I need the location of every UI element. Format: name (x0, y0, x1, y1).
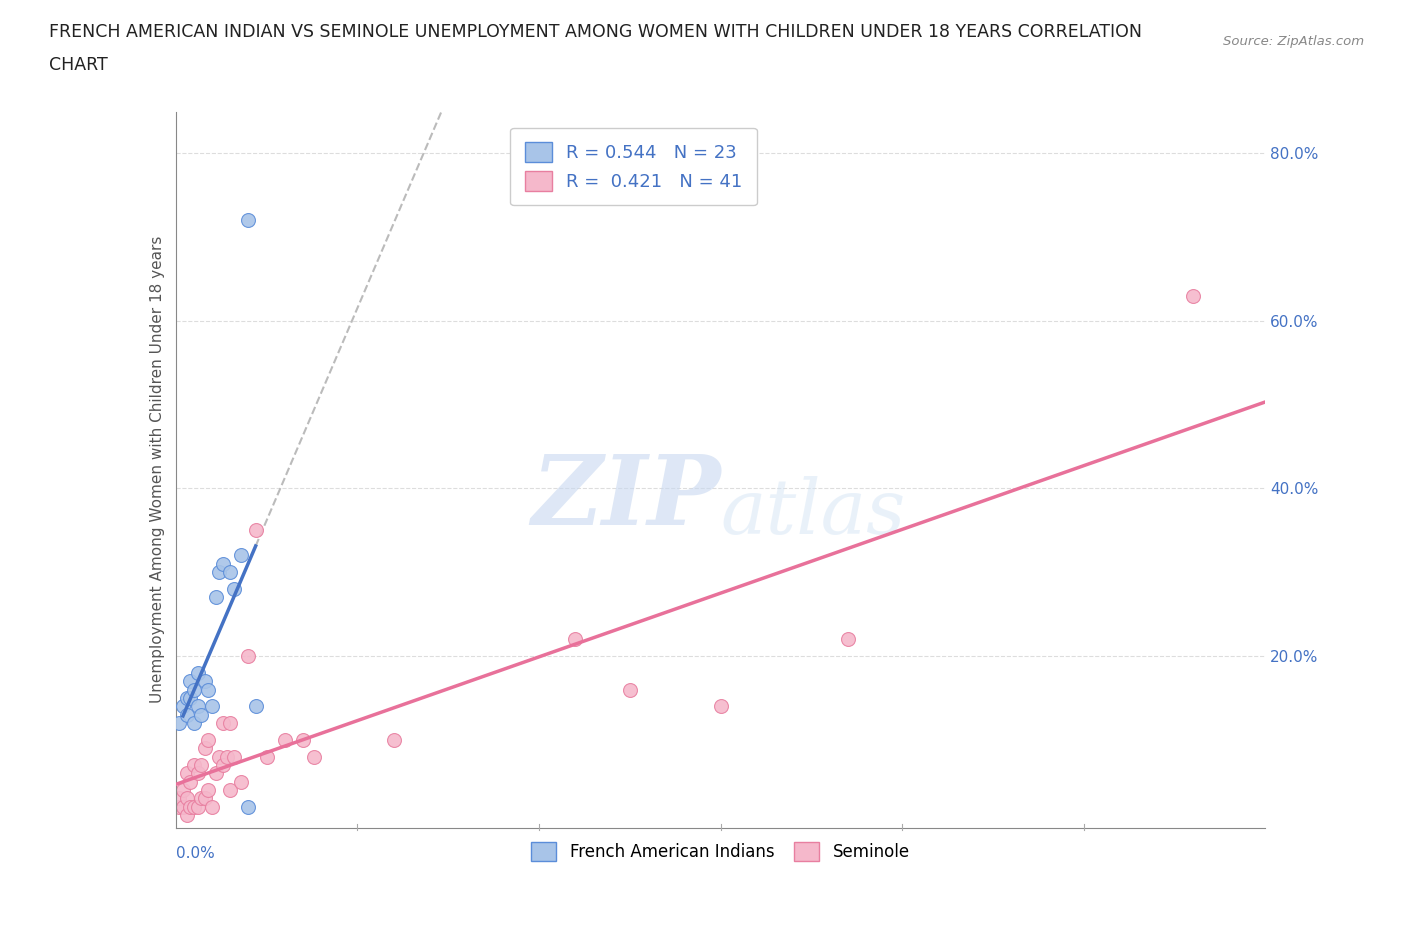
Point (183, 715, 205, 730)
Point (190, 707, 212, 722)
Point (194, 673, 217, 688)
Point (208, 565, 231, 579)
Point (302, 749, 325, 764)
Point (245, 523, 267, 538)
Point (219, 565, 242, 579)
Point (274, 732, 297, 747)
Point (197, 732, 219, 747)
Text: FRENCH AMERICAN INDIAN VS SEMINOLE UNEMPLOYMENT AMONG WOMEN WITH CHILDREN UNDER : FRENCH AMERICAN INDIAN VS SEMINOLE UNEMP… (49, 23, 1142, 41)
Point (190, 757, 212, 772)
Point (564, 631, 586, 646)
Point (238, 213, 260, 228)
Point (1181, 288, 1204, 303)
Text: 0.0%: 0.0% (176, 845, 215, 860)
Y-axis label: Unemployment Among Women with Children Under 18 years: Unemployment Among Women with Children U… (149, 236, 165, 703)
Point (172, 799, 194, 814)
Point (212, 556, 235, 571)
Point (256, 749, 278, 764)
Point (183, 799, 205, 814)
Point (219, 715, 242, 730)
Point (186, 799, 209, 814)
Text: CHART: CHART (49, 56, 108, 73)
Point (179, 690, 201, 705)
Point (212, 757, 235, 772)
Point (190, 790, 212, 805)
Point (215, 749, 238, 764)
Point (186, 765, 209, 780)
Point (222, 749, 245, 764)
Point (183, 757, 205, 772)
Point (197, 682, 219, 697)
Point (176, 765, 198, 780)
Point (219, 782, 242, 797)
Point (382, 732, 405, 747)
Point (186, 698, 209, 713)
Point (197, 782, 219, 797)
Point (169, 790, 191, 805)
Point (169, 715, 191, 730)
Point (291, 732, 314, 747)
Text: atlas: atlas (721, 475, 905, 550)
Point (179, 774, 201, 789)
Point (710, 698, 733, 713)
Point (238, 799, 260, 814)
Point (201, 698, 224, 713)
Point (176, 790, 198, 805)
Point (238, 648, 260, 663)
Point (172, 782, 194, 797)
Point (194, 790, 217, 805)
Point (169, 799, 191, 814)
Text: ZIP: ZIP (531, 451, 721, 545)
Point (176, 690, 198, 705)
Point (208, 749, 231, 764)
Point (204, 765, 226, 780)
Point (204, 590, 226, 604)
Point (179, 799, 201, 814)
Point (176, 807, 198, 822)
Point (222, 581, 245, 596)
Point (176, 707, 198, 722)
Point (231, 774, 253, 789)
Point (212, 715, 235, 730)
Point (172, 698, 194, 713)
Point (245, 698, 267, 713)
Point (179, 673, 201, 688)
Text: Source: ZipAtlas.com: Source: ZipAtlas.com (1223, 35, 1364, 48)
Point (619, 682, 641, 697)
Point (231, 548, 253, 563)
Point (183, 682, 205, 697)
Point (201, 799, 224, 814)
Legend: French American Indians, Seminole: French American Indians, Seminole (523, 834, 918, 870)
Point (186, 665, 209, 680)
Point (837, 631, 859, 646)
Point (194, 740, 217, 755)
